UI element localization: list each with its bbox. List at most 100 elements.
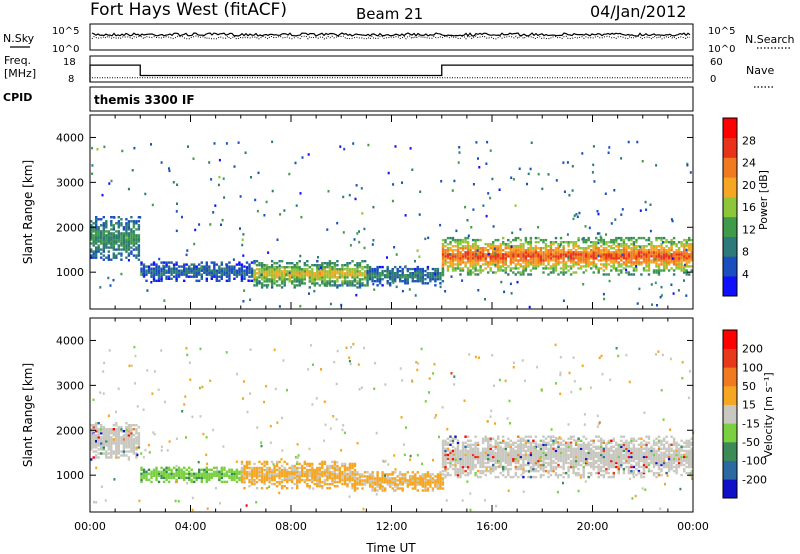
echo-cell	[494, 467, 497, 471]
echo-cell	[617, 249, 620, 252]
echo-cell	[590, 463, 593, 467]
echo-cell	[605, 261, 608, 264]
echo-cell	[291, 487, 294, 490]
echo-cell	[615, 253, 618, 256]
colorbar-frame	[722, 117, 738, 297]
echo-cell	[321, 268, 324, 271]
echo-cell	[140, 476, 143, 480]
echo-cell	[416, 249, 419, 252]
echo-cell	[441, 465, 445, 469]
freq-trace	[89, 64, 693, 82]
colorbar-tick-label: 20	[742, 179, 756, 192]
echo-cell	[313, 284, 316, 287]
echo-cell	[328, 476, 332, 480]
echo-cell	[451, 445, 455, 448]
echo-cell	[137, 426, 141, 429]
echo-cell	[414, 477, 417, 480]
echo-cell	[353, 238, 356, 241]
echo-cell	[414, 274, 417, 277]
echo-cell	[132, 226, 136, 229]
echo-cell	[306, 468, 309, 472]
echo-cell	[615, 269, 618, 272]
echo-cell	[507, 243, 510, 246]
echo-cell	[574, 249, 578, 252]
echo-cell	[579, 253, 583, 256]
echo-cell	[348, 268, 352, 271]
echo-cell	[474, 257, 477, 260]
echo-cell	[306, 274, 309, 277]
echo-cell	[559, 459, 563, 463]
echo-cell	[112, 232, 115, 235]
echo-cell	[92, 244, 95, 247]
echo-cell	[504, 247, 507, 250]
echo-cell	[509, 459, 512, 463]
echo-cell	[539, 455, 543, 459]
echo-cell	[577, 261, 580, 264]
echo-cell	[145, 273, 148, 276]
echo-cell	[507, 463, 510, 467]
echo-cell	[230, 267, 234, 270]
echo-cell	[439, 483, 442, 486]
echo-cell	[411, 168, 414, 171]
echo-cell	[260, 466, 264, 470]
echo-cell	[303, 282, 306, 285]
echo-cell	[353, 489, 357, 492]
echo-cell	[127, 450, 131, 453]
echo-cell	[260, 462, 264, 466]
echo-cell	[110, 222, 113, 225]
echo-cell	[273, 464, 276, 468]
echo-cell	[605, 263, 608, 266]
echo-cell	[655, 164, 658, 167]
echo-cell	[195, 269, 198, 272]
echo-cell	[612, 259, 615, 262]
echo-cell	[507, 251, 510, 254]
echo-cell	[559, 257, 563, 260]
echo-cell	[469, 273, 472, 276]
echo-cell	[321, 278, 324, 281]
echo-cell	[554, 467, 558, 471]
echo-cell	[688, 261, 691, 264]
echo-cell	[127, 228, 131, 231]
echo-cell	[449, 465, 452, 469]
echo-cell	[471, 453, 475, 457]
echo-cell	[396, 475, 399, 478]
echo-cell	[336, 268, 339, 271]
echo-cell	[600, 238, 603, 242]
echo-cell	[253, 482, 256, 486]
echo-cell	[275, 268, 279, 271]
echo-cell	[600, 445, 603, 448]
echo-cell	[562, 299, 565, 302]
echo-cell	[125, 232, 128, 235]
echo-cell	[139, 216, 142, 219]
echo-cell	[203, 474, 206, 477]
echo-cell	[476, 457, 480, 461]
echo-cell	[510, 245, 513, 248]
echo-cell	[532, 453, 535, 457]
echo-cell	[507, 455, 510, 459]
echo-cell	[416, 483, 419, 486]
echo-cell	[396, 269, 399, 273]
echo-cell	[532, 255, 535, 258]
echo-cell	[414, 473, 417, 476]
echo-cell	[112, 226, 115, 229]
echo-cell	[296, 466, 299, 470]
echo-cell	[449, 455, 452, 459]
echo-cell	[115, 430, 118, 433]
echo-cell	[597, 453, 600, 457]
freq-right-tick-bottom: 0	[710, 74, 716, 85]
echo-cell	[396, 272, 399, 275]
echo-cell	[321, 460, 324, 464]
echo-cell	[328, 260, 332, 263]
echo-cell	[328, 270, 332, 273]
echo-cell	[529, 447, 533, 450]
echo-cell	[414, 485, 417, 488]
echo-cell	[419, 278, 422, 281]
echo-cell	[672, 269, 676, 272]
echo-cell	[363, 227, 366, 231]
echo-cell	[441, 487, 445, 490]
echo-cell	[466, 245, 470, 248]
echo-cell	[401, 267, 404, 271]
echo-cell	[444, 249, 447, 252]
echo-cell	[690, 257, 693, 260]
